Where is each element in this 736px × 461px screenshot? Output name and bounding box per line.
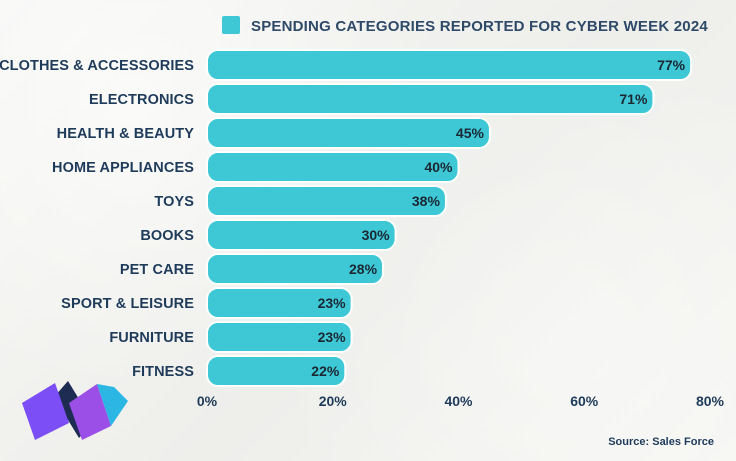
value-label: 28% [349,261,378,277]
bar-6 [206,253,385,285]
logo-purple-shape [22,383,69,440]
x-tick-label: 80% [696,393,725,409]
bar-7 [206,287,353,319]
value-label: 23% [318,295,347,311]
category-label: SPORT & LEISURE [61,296,194,312]
category-label: ELECTRONICS [89,92,194,108]
bar-5 [206,219,397,251]
bar-4 [206,185,447,217]
bar-3 [206,151,460,183]
category-label: FURNITURE [109,330,194,346]
value-label: 40% [424,159,453,175]
x-tick-label: 60% [570,393,599,409]
x-tick-label: 0% [197,393,218,409]
category-label: FITNESS [132,364,194,380]
bar-8 [206,321,353,353]
bars [206,49,693,387]
bar-0 [206,49,693,81]
source-note: Source: Sales Force [608,436,714,448]
category-label: HOME APPLIANCES [52,160,194,176]
category-label: PET CARE [120,262,194,278]
logo-magenta-shape [69,384,111,440]
value-label: 71% [619,91,648,107]
value-label: 23% [318,329,347,345]
category-labels: CLOTHES & ACCESSORIES ELECTRONICS HEALTH &… [0,58,194,380]
brand-logo [22,381,128,440]
x-tick-label: 40% [444,393,473,409]
legend-swatch [222,16,240,34]
bar-1 [206,83,655,115]
category-label: BOOKS [140,228,194,244]
value-label: 22% [311,363,340,379]
bar-9 [206,355,347,387]
legend: SPENDING CATEGORIES REPORTED FOR CYBER W… [222,16,708,35]
value-label: 45% [456,125,485,141]
legend-label: SPENDING CATEGORIES REPORTED FOR CYBER W… [251,18,708,35]
value-label: 77% [657,57,686,73]
bar-2 [206,117,491,149]
value-label: 38% [412,193,441,209]
value-label: 30% [362,227,391,243]
category-label: CLOTHES & ACCESSORIES [0,58,194,74]
category-label: HEALTH & BEAUTY [57,126,195,142]
category-label: TOYS [154,194,194,210]
x-tick-label: 20% [319,393,348,409]
x-axis-ticks: 0% 20% 40% 60% 80% [197,393,725,409]
value-labels: 77% 71% 45% 40% 38% 30% 28% 23% 23% 22% [311,57,685,379]
logo-cyan-shape [97,384,128,426]
